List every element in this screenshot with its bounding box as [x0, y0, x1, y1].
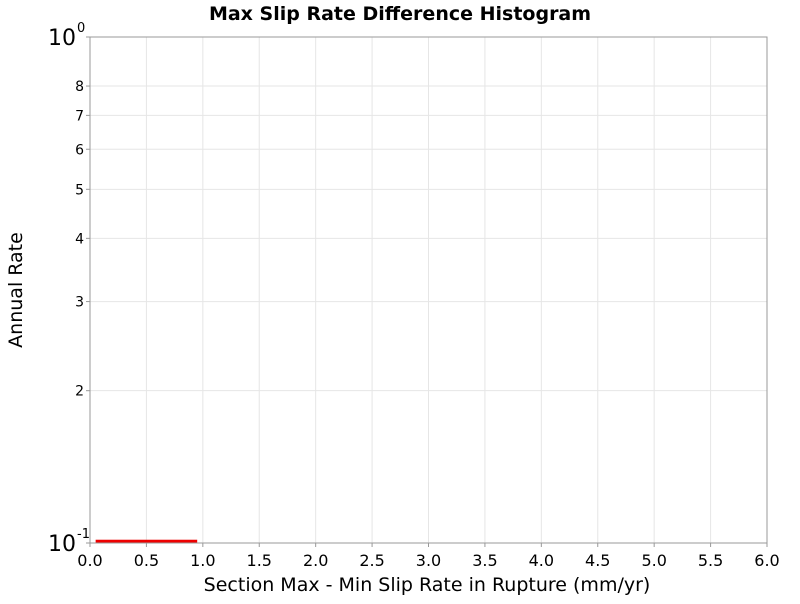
x-tick-label: 1.0	[190, 551, 215, 570]
y-minor-tick-label: 7	[75, 108, 84, 124]
x-axis-ticks: 0.0 0.5 1.0 1.5 2.0 2.5 3.0 3.5 4.0 4.5 5.0 5.5 6.0	[77, 543, 780, 570]
y-minor-tick-label: 8	[75, 79, 84, 95]
x-tick-label: 4.0	[529, 551, 554, 570]
y-major-tick-label: 10	[48, 26, 76, 51]
y-major-tick-exponent: 0	[77, 21, 85, 36]
x-tick-label: 4.5	[585, 551, 610, 570]
x-tick-label: 2.0	[303, 551, 328, 570]
x-tick-label: 5.5	[698, 551, 723, 570]
y-minor-tick-label: 5	[75, 182, 84, 198]
histogram-bar	[95, 539, 198, 543]
chart-title: Max Slip Rate Difference Histogram	[209, 3, 591, 25]
x-axis-title: Section Max - Min Slip Rate in Rupture (…	[204, 574, 651, 596]
x-tick-label: 1.5	[247, 551, 272, 570]
y-major-tick-label: 10	[48, 532, 76, 557]
x-tick-label: 3.5	[472, 551, 497, 570]
x-tick-label: 0.0	[77, 551, 102, 570]
y-minor-tick-label: 4	[75, 231, 84, 247]
grid	[89, 36, 768, 544]
y-minor-tick-label: 6	[75, 142, 84, 158]
x-tick-label: 6.0	[754, 551, 779, 570]
y-minor-tick-label: 3	[75, 295, 84, 311]
x-tick-label: 3.0	[416, 551, 441, 570]
x-tick-label: 2.5	[359, 551, 384, 570]
bars	[95, 539, 198, 543]
x-tick-label: 5.0	[641, 551, 666, 570]
x-tick-label: 0.5	[134, 551, 159, 570]
y-major-tick-exponent: -1	[77, 527, 90, 542]
y-minor-tick-label: 2	[75, 384, 84, 400]
y-axis-title: Annual Rate	[5, 232, 27, 348]
